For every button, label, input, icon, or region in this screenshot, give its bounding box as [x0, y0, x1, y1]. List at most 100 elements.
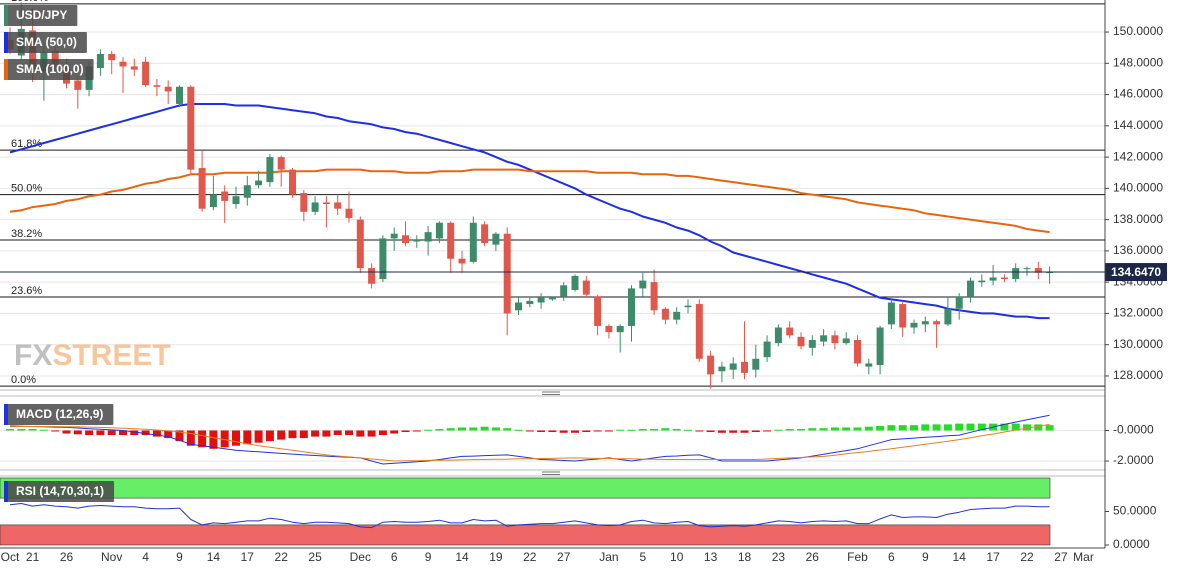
legend-label: SMA (50,0) — [16, 35, 77, 49]
candle-body — [402, 235, 409, 244]
candle-body — [571, 275, 579, 290]
candle-body — [424, 232, 432, 242]
histogram-bar — [480, 426, 489, 431]
candle-body — [334, 202, 342, 209]
y-tick-label: 150.0000 — [1113, 24, 1163, 38]
candle-body — [933, 321, 941, 325]
x-tick-label: 25 — [308, 550, 322, 564]
x-tick-label: 27 — [1054, 550, 1068, 564]
histogram-bar — [616, 429, 625, 431]
histogram-bar — [85, 430, 94, 436]
legend-label: RSI (14,70,30,1) — [16, 484, 104, 498]
candle-body — [729, 363, 737, 370]
x-tick-label: 27 — [557, 550, 571, 564]
candle-body — [164, 86, 172, 92]
histogram-bar — [254, 430, 263, 443]
candle-body — [910, 322, 918, 328]
candle-body — [96, 53, 104, 69]
legend-label: USD/JPY — [16, 8, 67, 22]
histogram-bar — [17, 428, 26, 431]
histogram-bar — [62, 430, 71, 434]
candle-body — [695, 304, 703, 359]
candle-body — [311, 202, 319, 212]
histogram-bar — [819, 428, 828, 431]
x-tick-label: 14 — [953, 550, 967, 564]
candle-body — [989, 277, 997, 281]
histogram-bar — [28, 428, 37, 431]
candle-body — [774, 327, 782, 344]
candle-body — [1023, 268, 1031, 270]
candle-body — [1000, 277, 1008, 280]
candle-body — [108, 53, 116, 61]
histogram-bar — [740, 430, 749, 433]
legend-swatch — [4, 404, 8, 425]
y-tick-label: 128.0000 — [1113, 368, 1163, 382]
histogram-bar — [661, 428, 670, 431]
candle-body — [142, 61, 150, 86]
histogram-bar — [830, 427, 839, 431]
moving-average-line — [9, 103, 1050, 320]
x-tick-label: 18 — [738, 550, 752, 564]
zone-band — [0, 524, 1051, 546]
candle-body — [187, 86, 195, 170]
histogram-bar — [435, 428, 444, 431]
level-label: 100.0% — [11, 0, 49, 4]
y-tick-label: 144.0000 — [1113, 118, 1163, 132]
histogram-bar — [390, 430, 399, 434]
last-price-label: 134.6470 — [1111, 265, 1161, 279]
candle-body — [899, 304, 907, 328]
x-tick-label: 17 — [241, 550, 255, 564]
indicator-line — [9, 423, 1050, 462]
histogram-bar — [650, 428, 659, 431]
candle-body — [876, 327, 884, 366]
candle-body — [198, 168, 206, 209]
histogram-bar — [322, 430, 331, 437]
candle-body — [594, 296, 602, 326]
candle-body — [955, 296, 963, 309]
candle-body — [515, 302, 522, 311]
x-tick-label: 10 — [670, 550, 684, 564]
histogram-bar — [299, 430, 308, 439]
histogram-bar — [277, 430, 286, 440]
histogram-bar — [333, 430, 342, 436]
histogram-bar — [288, 430, 297, 439]
x-tick-label: 22 — [523, 550, 537, 564]
candle-body — [130, 66, 138, 70]
candle-body — [481, 224, 489, 244]
level-label: 50.0% — [11, 183, 42, 195]
candle-body — [684, 305, 692, 308]
histogram-bar — [898, 425, 907, 431]
histogram-bar — [729, 430, 738, 433]
histogram-bar — [638, 428, 647, 431]
histogram-bar — [356, 430, 365, 437]
candle-body — [741, 361, 748, 373]
candle-body — [967, 280, 974, 297]
candle-body — [458, 258, 466, 264]
legend-swatch — [4, 481, 8, 502]
y-tick-label: 138.0000 — [1113, 212, 1163, 226]
legend-item: USD/JPY — [4, 5, 78, 26]
candle-body — [356, 219, 364, 269]
candle-body — [503, 233, 511, 314]
candle-body — [718, 366, 726, 372]
histogram-bar — [186, 430, 195, 446]
histogram-bar — [627, 429, 636, 431]
watermark-part: STREET — [52, 339, 170, 372]
candle-body — [582, 280, 590, 295]
x-tick-label: 22 — [1020, 550, 1034, 564]
candle-body — [1034, 268, 1042, 273]
legend-swatch — [4, 59, 8, 80]
level-label: 61.8% — [11, 138, 42, 150]
histogram-bar — [1023, 424, 1031, 431]
histogram-bar — [141, 430, 150, 436]
y-tick-label: 132.0000 — [1113, 306, 1163, 320]
x-tick-label: 19 — [489, 550, 503, 564]
candle-body — [209, 194, 217, 208]
candle-body — [854, 340, 861, 364]
candle-body — [368, 268, 376, 284]
candle-body — [300, 193, 308, 212]
candle-body — [221, 191, 229, 201]
watermark: FXSTREET — [14, 339, 171, 372]
candle-body — [390, 233, 398, 239]
